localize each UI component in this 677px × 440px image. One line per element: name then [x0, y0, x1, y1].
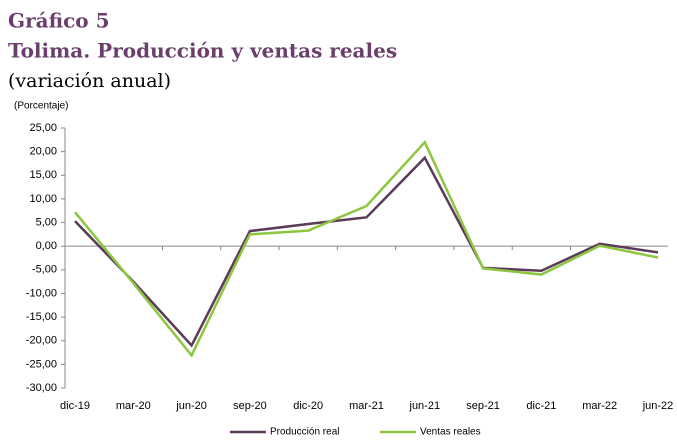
chart-title: Gráfico 5 [8, 9, 110, 33]
y-tick-label: 20,00 [29, 146, 57, 158]
chart-note: (variación anual) [8, 70, 171, 92]
y-tick-label: -15,00 [26, 311, 57, 323]
x-tick-label: dic-21 [526, 400, 556, 412]
y-axis-label: (Porcentaje) [14, 101, 68, 112]
x-tick-label: jun-20 [175, 400, 207, 412]
x-tick-label: mar-22 [582, 400, 617, 412]
y-tick-label: 0,00 [36, 240, 57, 252]
y-tick-label: -20,00 [26, 335, 57, 347]
y-tick-label: 10,00 [29, 193, 57, 205]
x-tick-label: dic-20 [293, 400, 323, 412]
x-tick-label: dic-19 [60, 400, 90, 412]
y-tick-label: -10,00 [26, 287, 57, 299]
line [74, 155, 659, 348]
y-tick-label: -5,00 [32, 264, 57, 276]
y-tick-label: 5,00 [36, 216, 57, 228]
line [74, 139, 659, 358]
y-tick-label: 15,00 [29, 169, 57, 181]
x-tick-label: jun-21 [409, 400, 441, 412]
legend-label: Producción real [270, 427, 339, 438]
y-tick-label: 25,00 [29, 122, 57, 134]
x-tick-label: jun-22 [642, 400, 674, 412]
x-tick-label: mar-20 [116, 400, 151, 412]
legend-label: Ventas reales [420, 427, 481, 438]
chart-subtitle: Tolima. Producción y ventas reales [8, 39, 397, 63]
x-tick-label: sep-21 [466, 400, 500, 412]
x-tick-label: sep-20 [233, 400, 267, 412]
y-tick-label: -30,00 [26, 382, 57, 394]
y-tick-label: -25,00 [26, 358, 57, 370]
x-tick-label: mar-21 [349, 400, 384, 412]
